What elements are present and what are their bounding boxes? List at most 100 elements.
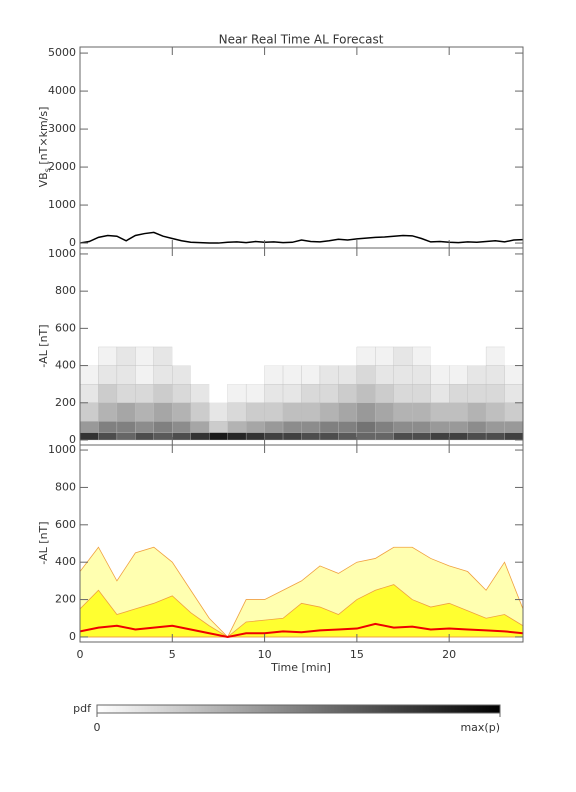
pdf-cell: [393, 346, 413, 366]
pdf-cell: [319, 346, 339, 366]
pdf-cell: [393, 421, 413, 433]
pdf-cell: [245, 421, 265, 433]
pdf-cell: [264, 365, 284, 385]
pdf-cell: [190, 365, 210, 385]
pdf-cell: [80, 384, 99, 403]
pdf-cell: [135, 365, 154, 385]
pdf-cell: [282, 432, 302, 441]
pdf-cell: [412, 421, 431, 433]
y-tick-label: 400: [55, 359, 76, 372]
pdf-cell: [172, 421, 191, 433]
pdf-cell: [356, 432, 376, 441]
pdf-cell: [485, 421, 505, 433]
pdf-cell: [246, 365, 265, 385]
y-tick-label: 0: [69, 433, 76, 446]
pdf-cell: [80, 402, 99, 422]
median-line: [80, 622, 523, 638]
pdf-cell: [209, 402, 228, 422]
pdf-cell: [98, 421, 118, 433]
pdf-cell: [485, 432, 505, 441]
pdf-cell: [319, 432, 339, 441]
pdf-cell: [356, 346, 376, 366]
y-tick-label: 5000: [48, 46, 76, 59]
pdf-cell: [301, 432, 321, 441]
pdf-cell: [245, 432, 265, 441]
y-tick-label: 3000: [48, 122, 76, 135]
pdf-cell: [264, 432, 284, 441]
colorbar-tick-label: 0: [94, 721, 101, 734]
x-tick-label: 10: [258, 648, 272, 661]
pdf-cell: [153, 384, 173, 403]
pdf-cell: [338, 421, 358, 433]
pdf-cell: [98, 432, 118, 441]
x-tick-label: 0: [77, 648, 84, 661]
y-tick-label: 200: [55, 396, 76, 409]
pdf-cell: [283, 346, 302, 366]
pdf-cell: [467, 402, 487, 422]
pdf-cell: [209, 432, 228, 441]
pdf-cell: [485, 402, 505, 422]
pdf-cell: [467, 432, 487, 441]
pdf-cell: [172, 432, 191, 441]
pdf-cell: [246, 346, 265, 366]
y-label-unit: [nT×km/s]: [37, 107, 50, 169]
inner-band: [80, 584, 523, 638]
pdf-cell: [430, 421, 450, 433]
pdf-cell: [393, 432, 413, 441]
pdf-cell: [116, 432, 136, 441]
pdf-cell: [356, 384, 376, 403]
pdf-cell: [412, 365, 431, 385]
pdf-cell: [467, 365, 487, 385]
pdf-cell: [485, 384, 505, 403]
pdf-cell: [153, 346, 173, 366]
y-axis-label: VBs [nT×km/s]: [37, 107, 52, 188]
pdf-cell: [264, 421, 284, 433]
pdf-cell: [375, 346, 394, 366]
pdf-cell: [227, 384, 247, 403]
y-tick-label: 800: [55, 284, 76, 297]
x-tick-label: 20: [442, 648, 456, 661]
pdf-cell: [209, 421, 228, 433]
pdf-cell: [282, 365, 302, 385]
pdf-cell: [375, 365, 394, 385]
pdf-cell: [80, 421, 99, 433]
pdf-cell: [116, 365, 136, 385]
pdf-cell: [80, 346, 99, 366]
pdf-cell: [190, 384, 210, 403]
colorbar: [96, 704, 501, 714]
pdf-cell: [375, 384, 394, 403]
y-tick-label: 400: [55, 555, 76, 568]
pdf-cell: [301, 365, 321, 385]
pdf-cell: [190, 421, 210, 433]
pdf-cell: [338, 365, 358, 385]
pdf-cell: [80, 365, 99, 385]
pdf-cell: [116, 346, 136, 366]
y-label-sub: s: [43, 168, 52, 172]
pdf-cell: [319, 421, 339, 433]
x-tick-label: 5: [169, 648, 176, 661]
pdf-cell: [467, 384, 487, 403]
y-tick-label: 4000: [48, 84, 76, 97]
pdf-cell: [135, 346, 154, 366]
pdf-cell: [135, 421, 154, 433]
pdf-cell: [282, 421, 302, 433]
y-tick-label: 1000: [48, 247, 76, 260]
pdf-cell: [209, 365, 228, 385]
pdf-cell: [504, 402, 523, 422]
pdf-cell: [449, 384, 468, 403]
pdf-cell: [153, 432, 173, 441]
pdf-cell: [449, 432, 468, 441]
pdf-cell: [301, 421, 321, 433]
y-tick-label: 2000: [48, 160, 76, 173]
pdf-cell: [338, 432, 358, 441]
pdf-cell: [504, 421, 523, 433]
pdf-cell: [412, 402, 431, 422]
pdf-cell: [264, 384, 284, 403]
pdf-cell: [301, 346, 320, 366]
pdf-cell: [430, 346, 450, 366]
pdf-cell: [227, 402, 247, 422]
pdf-cell: [98, 365, 118, 385]
y-tick-label: 1000: [48, 198, 76, 211]
pdf-cell: [190, 346, 210, 366]
